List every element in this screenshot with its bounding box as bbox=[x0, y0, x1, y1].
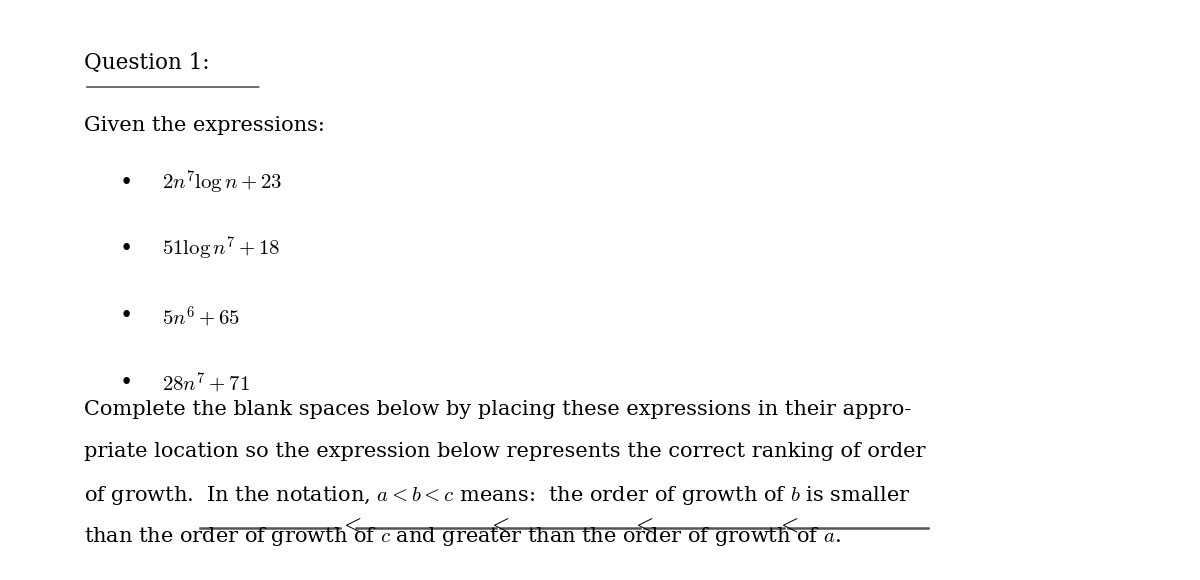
Text: $<$: $<$ bbox=[487, 513, 509, 536]
Text: than the order of growth of $c$ and greater than the order of growth of $a$.: than the order of growth of $c$ and grea… bbox=[84, 525, 841, 549]
Text: $<$: $<$ bbox=[776, 513, 798, 536]
Text: Question 1:: Question 1: bbox=[84, 52, 210, 74]
Text: of growth.  In the notation, $a < b < c$ means:  the order of growth of $b$ is s: of growth. In the notation, $a < b < c$ … bbox=[84, 484, 911, 507]
Text: Given the expressions:: Given the expressions: bbox=[84, 116, 325, 135]
Text: $51 \log n^7 + 18$: $51 \log n^7 + 18$ bbox=[162, 235, 281, 263]
Text: $28n^7 + 71$: $28n^7 + 71$ bbox=[162, 370, 250, 396]
Text: •: • bbox=[119, 305, 133, 327]
Text: •: • bbox=[119, 372, 133, 394]
Text: $2n^7 \log n + 23$: $2n^7 \log n + 23$ bbox=[162, 169, 282, 197]
Text: Complete the blank spaces below by placing these expressions in their appro-: Complete the blank spaces below by placi… bbox=[84, 400, 911, 419]
Text: $<$: $<$ bbox=[631, 513, 653, 536]
Text: priate location so the expression below represents the correct ranking of order: priate location so the expression below … bbox=[84, 442, 925, 461]
Text: •: • bbox=[119, 238, 133, 260]
Text: $5n^6 + 65$: $5n^6 + 65$ bbox=[162, 303, 240, 329]
Text: •: • bbox=[119, 172, 133, 194]
Text: $<$: $<$ bbox=[340, 513, 361, 536]
